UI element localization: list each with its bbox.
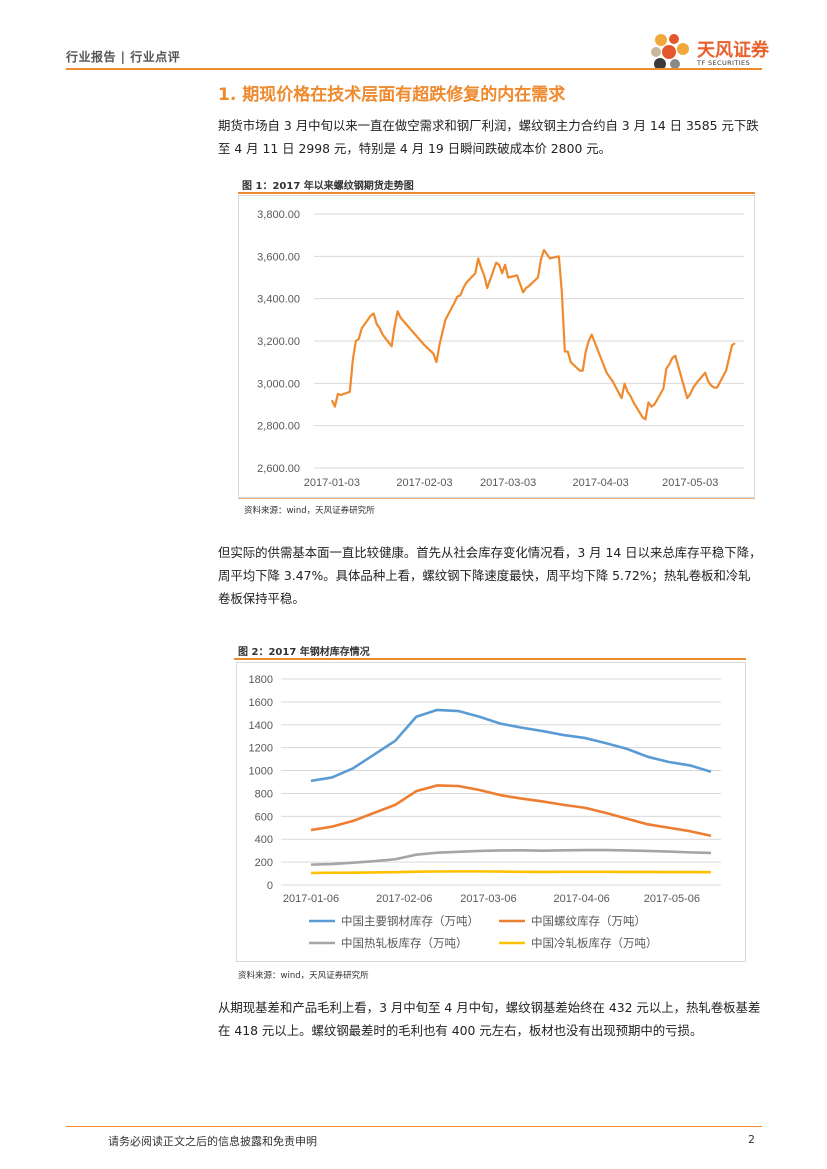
paragraph-3: 从期现基差和产品毛利上看，3 月中旬至 4 月中旬，螺纹钢基差始终在 432 元…	[218, 1000, 761, 1038]
futures-price-line	[330, 248, 736, 421]
figure-1-rule	[238, 192, 755, 194]
y-tick-label: 3,000.00	[257, 378, 300, 390]
y-tick-label: 1000	[249, 766, 273, 778]
x-tick-label: 2017-01-03	[304, 477, 360, 489]
legend-label: 中国冷轧板库存（万吨）	[531, 936, 658, 950]
y-tick-label: 600	[255, 811, 273, 823]
x-tick-label: 2017-02-03	[396, 477, 452, 489]
footer-disclaimer: 请务必阅读正文之后的信息披露和免责申明	[108, 1135, 317, 1148]
header-breadcrumb: 行业报告 | 行业点评	[66, 50, 181, 64]
brand-name-en: TF SECURITIES	[697, 59, 751, 67]
y-tick-label: 200	[255, 857, 273, 869]
brand-name-cn: 天风证券	[697, 40, 769, 61]
figure-1-bottom-rule	[238, 498, 755, 499]
section-title: 1. 期现价格在技术层面有超跌修复的内在需求	[218, 85, 566, 105]
figure-1-source: 资料来源：wind，天风证券研究所	[244, 506, 375, 516]
y-tick-label: 3,600.00	[257, 251, 300, 263]
figure-1-caption: 图 1：2017 年以来螺纹钢期货走势图	[242, 181, 414, 192]
x-tick-label: 2017-05-06	[644, 893, 700, 905]
page-number: 2	[748, 1133, 755, 1146]
y-tick-label: 1800	[249, 674, 273, 686]
series-line-1	[310, 784, 712, 838]
y-tick-label: 0	[267, 880, 273, 892]
y-tick-label: 2,600.00	[257, 463, 300, 475]
x-tick-label: 2017-03-03	[480, 477, 536, 489]
futures-line-chart: 2,600.00 2,800.00 3,000.00 3,200.00 3,400.00…	[257, 209, 744, 489]
y-tick-label: 400	[255, 834, 273, 846]
x-tick-label: 2017-03-06	[460, 893, 516, 905]
x-tick-label: 2017-01-06	[283, 893, 339, 905]
paragraph-1: 期货市场自 3 月中旬以来一直在做空需求和钢厂利润，螺纹钢主力合约自 3 月 1…	[218, 118, 759, 156]
y-tick-label: 800	[255, 788, 273, 800]
y-tick-label: 1200	[249, 743, 273, 755]
y-tick-label: 3,400.00	[257, 294, 300, 306]
y-tick-label: 3,200.00	[257, 336, 300, 348]
legend-label: 中国螺纹库存（万吨）	[531, 914, 646, 928]
y-tick-label: 2,800.00	[257, 421, 300, 433]
figure-2-chart: 0 200 400 600 800 1000 1200 1400 1600 1800 2017-01…	[236, 662, 746, 962]
paragraph-2: 但实际的供需基本面一直比较健康。首先从社会库存变化情况看，3 月 14 日以来总…	[218, 545, 762, 606]
x-tick-label: 2017-02-06	[376, 893, 432, 905]
y-tick-label: 3,800.00	[257, 209, 300, 221]
series-line-2	[310, 848, 712, 866]
x-tick-label: 2017-04-06	[554, 893, 610, 905]
series-line-0	[310, 708, 712, 783]
x-tick-label: 2017-04-03	[573, 477, 629, 489]
figure-2-rule	[234, 658, 746, 660]
y-tick-label: 1600	[249, 697, 273, 709]
brand-logo-icon	[648, 31, 694, 71]
footer-divider	[66, 1126, 762, 1127]
figure-1-chart: 2,600.00 2,800.00 3,000.00 3,200.00 3,400.00…	[238, 195, 755, 498]
legend-label: 中国热轧板库存（万吨）	[341, 936, 468, 950]
inventory-line-chart: 0 200 400 600 800 1000 1200 1400 1600 1800 2017-01…	[249, 674, 721, 950]
figure-2-source: 资料来源：wind，天风证券研究所	[238, 971, 369, 981]
x-tick-label: 2017-05-03	[662, 477, 718, 489]
legend-label: 中国主要钢材库存（万吨）	[341, 914, 479, 928]
y-tick-label: 1400	[249, 720, 273, 732]
header-divider	[66, 68, 762, 70]
series-line-3	[310, 870, 712, 875]
figure-2-caption: 图 2：2017 年钢材库存情况	[238, 647, 370, 658]
